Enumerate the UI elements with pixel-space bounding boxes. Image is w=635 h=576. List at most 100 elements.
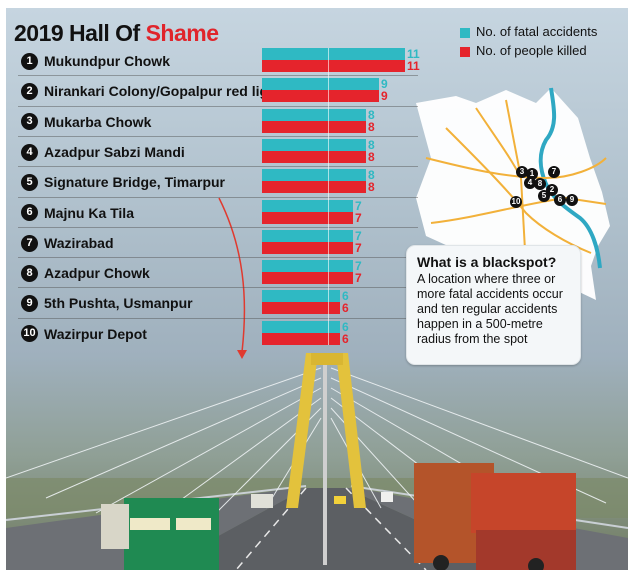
value-fatal-accidents: 6 bbox=[342, 319, 349, 334]
row-label: 5 Signature Bridge, Timarpur bbox=[21, 171, 225, 193]
map-marker: 5 bbox=[538, 190, 550, 202]
row-divider bbox=[18, 75, 418, 77]
value-fatal-accidents: 7 bbox=[355, 259, 362, 274]
value-people-killed: 9 bbox=[381, 89, 388, 104]
rank-badge: 7 bbox=[21, 234, 38, 252]
value-people-killed: 8 bbox=[368, 149, 375, 164]
map-marker: 9 bbox=[566, 194, 578, 206]
row-divider bbox=[18, 196, 418, 198]
row-divider bbox=[18, 166, 418, 168]
value-people-killed: 7 bbox=[355, 240, 362, 255]
value-fatal-accidents: 11 bbox=[407, 47, 420, 61]
location-name: Nirankari Colony/Gopalpur red light bbox=[44, 83, 282, 100]
title-highlight: Shame bbox=[145, 20, 219, 46]
row-divider bbox=[18, 287, 418, 289]
value-fatal-accidents: 6 bbox=[342, 289, 349, 304]
row-label: 9 5th Pushta, Usmanpur bbox=[21, 292, 193, 314]
value-people-killed: 8 bbox=[368, 119, 375, 134]
rank-badge: 1 bbox=[21, 52, 38, 70]
map-marker: 8 bbox=[534, 178, 546, 190]
bar-fatal-accidents bbox=[262, 260, 353, 273]
map-marker: 10 bbox=[510, 196, 522, 208]
bar-center-line bbox=[328, 48, 329, 345]
value-people-killed: 7 bbox=[355, 271, 362, 286]
bar-people-killed bbox=[262, 332, 340, 345]
location-name: Azadpur Sabzi Mandi bbox=[44, 143, 185, 160]
bar-people-killed bbox=[262, 211, 353, 224]
bar-fatal-accidents bbox=[262, 320, 340, 333]
bar-fatal-accidents bbox=[262, 138, 366, 151]
bar-fatal-accidents bbox=[262, 108, 366, 121]
row-divider bbox=[18, 257, 418, 259]
location-name: Azadpur Chowk bbox=[44, 265, 150, 282]
location-name: Mukundpur Chowk bbox=[44, 53, 170, 69]
row-label: 4 Azadpur Sabzi Mandi bbox=[21, 141, 185, 163]
row-label: 3 Mukarba Chowk bbox=[21, 111, 151, 133]
row-label: 10 Wazirpur Depot bbox=[21, 323, 147, 345]
value-people-killed: 6 bbox=[342, 301, 349, 316]
location-name: Wazirpur Depot bbox=[44, 325, 147, 342]
legend-item-fatal: No. of fatal accidents bbox=[460, 24, 597, 39]
legend-label-fatal: No. of fatal accidents bbox=[476, 24, 598, 39]
bar-people-killed bbox=[262, 120, 366, 133]
bar-fatal-accidents bbox=[262, 290, 340, 303]
bar-people-killed bbox=[262, 272, 353, 285]
location-name: Mukarba Chowk bbox=[44, 113, 152, 130]
bar-people-killed bbox=[262, 90, 379, 103]
row-divider bbox=[18, 135, 418, 137]
value-people-killed: 8 bbox=[368, 180, 375, 195]
value-people-killed: 7 bbox=[355, 210, 362, 225]
row-label: 1 Mukundpur Chowk bbox=[21, 50, 170, 72]
bar-people-killed bbox=[262, 241, 353, 254]
value-fatal-accidents: 8 bbox=[368, 168, 375, 183]
bar-fatal-accidents bbox=[262, 169, 366, 182]
blackspot-info-box: What is a blackspot? A location where th… bbox=[406, 245, 581, 365]
title-main: 2019 Hall Of bbox=[14, 20, 146, 46]
bar-people-killed bbox=[262, 181, 366, 194]
legend-swatch-killed bbox=[460, 46, 470, 57]
value-fatal-accidents: 7 bbox=[355, 198, 362, 213]
legend-swatch-fatal bbox=[460, 27, 470, 38]
location-name: Wazirabad bbox=[44, 234, 114, 251]
page-title: 2019 Hall Of Shame bbox=[14, 20, 219, 47]
value-people-killed: 6 bbox=[342, 331, 349, 346]
row-label: 7 Wazirabad bbox=[21, 232, 114, 254]
rank-badge: 5 bbox=[21, 173, 38, 191]
map-marker: 3 bbox=[516, 166, 528, 178]
map-marker: 6 bbox=[554, 194, 566, 206]
rank-badge: 4 bbox=[21, 143, 38, 161]
row-label: 8 Azadpur Chowk bbox=[21, 262, 150, 284]
infographic-frame: 3 1 7 4 8 2 5 6 9 10 2019 Hall Of Shame No. of fa… bbox=[6, 8, 628, 570]
bar-people-killed bbox=[262, 60, 405, 72]
rank-badge: 9 bbox=[21, 295, 38, 313]
info-title: What is a blackspot? bbox=[417, 254, 557, 270]
rank-badge: 10 bbox=[21, 325, 38, 343]
value-fatal-accidents: 8 bbox=[368, 137, 375, 152]
map-marker: 7 bbox=[548, 166, 560, 178]
info-body: A location where three or more fatal acc… bbox=[417, 272, 563, 346]
row-divider bbox=[18, 105, 418, 107]
row-label: 2 Nirankari Colony/Gopalpur red light bbox=[21, 80, 281, 102]
row-divider bbox=[18, 317, 418, 319]
rank-badge: 6 bbox=[21, 204, 38, 222]
rank-badge: 8 bbox=[21, 264, 38, 282]
legend-item-killed: No. of people killed bbox=[460, 43, 587, 58]
bar-people-killed bbox=[262, 150, 366, 163]
location-name: 5th Pushta, Usmanpur bbox=[44, 295, 193, 312]
bar-fatal-accidents bbox=[262, 48, 405, 60]
value-fatal-accidents: 7 bbox=[355, 228, 362, 243]
bar-fatal-accidents bbox=[262, 229, 353, 242]
rank-badge: 3 bbox=[21, 113, 38, 131]
value-people-killed: 11 bbox=[407, 59, 420, 73]
location-name: Signature Bridge, Timarpur bbox=[44, 174, 225, 191]
value-fatal-accidents: 8 bbox=[368, 107, 375, 122]
bar-fatal-accidents bbox=[262, 199, 353, 212]
location-name: Majnu Ka Tila bbox=[44, 204, 134, 221]
bar-fatal-accidents bbox=[262, 78, 379, 91]
bar-people-killed bbox=[262, 302, 340, 315]
map-marker: 4 bbox=[524, 177, 536, 189]
row-label: 6 Majnu Ka Tila bbox=[21, 202, 134, 224]
rank-badge: 2 bbox=[21, 83, 38, 101]
row-divider bbox=[18, 226, 418, 228]
value-fatal-accidents: 9 bbox=[381, 77, 388, 92]
